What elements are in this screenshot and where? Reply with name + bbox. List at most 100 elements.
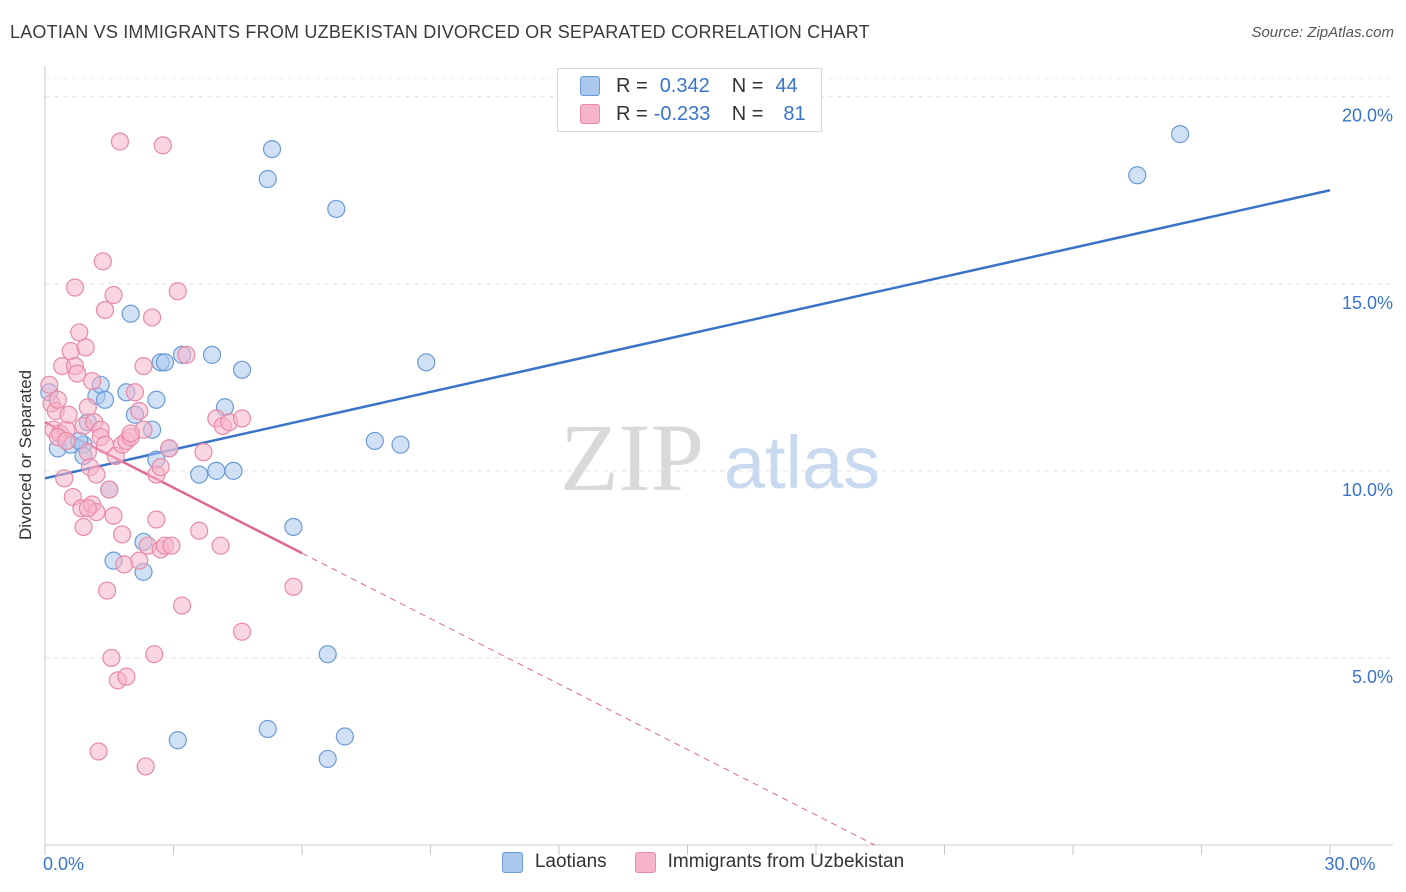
- r-value: -0.233: [653, 102, 711, 125]
- point-uzbekistan: [136, 757, 155, 776]
- point-laotians: [190, 465, 209, 484]
- y-tick-label: 5.0%: [1352, 667, 1393, 687]
- legend-item-laotians[interactable]: Laotians: [501, 851, 607, 873]
- point-uzbekistan: [57, 431, 76, 451]
- point-uzbekistan: [284, 577, 303, 596]
- y-tick-label: 20.0%: [1342, 106, 1393, 126]
- point-uzbekistan: [70, 323, 89, 342]
- n-value: 44: [775, 74, 798, 97]
- point-uzbekistan: [121, 424, 140, 443]
- point-laotians: [1170, 125, 1190, 144]
- point-uzbekistan: [102, 648, 121, 668]
- point-uzbekistan: [59, 405, 78, 424]
- point-uzbekistan: [115, 555, 134, 574]
- point-uzbekistan: [78, 443, 97, 462]
- points-layer: [40, 125, 1190, 776]
- r-label: R =: [616, 74, 648, 97]
- point-uzbekistan: [125, 383, 145, 402]
- y-tick-label: 10.0%: [1342, 480, 1393, 500]
- trend-layer: [44, 189, 1331, 846]
- point-uzbekistan: [142, 308, 162, 327]
- point-uzbekistan: [40, 375, 59, 394]
- point-laotians: [258, 169, 277, 189]
- trend-line-uzbekistan-extrapolated: [301, 552, 875, 846]
- point-uzbekistan: [61, 342, 80, 361]
- point-uzbekistan: [117, 667, 136, 686]
- point-uzbekistan: [104, 506, 123, 525]
- n-value: 81: [783, 102, 806, 125]
- point-laotians: [318, 749, 337, 769]
- legend-item-uzbekistan[interactable]: Immigrants from Uzbekistan: [634, 851, 905, 873]
- point-uzbekistan: [93, 252, 112, 271]
- point-uzbekistan: [95, 300, 115, 320]
- watermark-atlas: atlas: [724, 421, 880, 504]
- point-uzbekistan: [232, 622, 252, 641]
- point-uzbekistan: [211, 536, 230, 555]
- watermark: ZIP atlas: [560, 404, 880, 511]
- watermark-zip: ZIP: [560, 404, 704, 511]
- point-uzbekistan: [194, 443, 213, 462]
- point-laotians: [168, 731, 187, 750]
- point-uzbekistan: [78, 398, 97, 417]
- point-uzbekistan: [68, 364, 87, 383]
- legend-row-uzbekistan: R = -0.233 N = 81: [580, 101, 806, 127]
- point-laotians: [284, 517, 303, 537]
- point-uzbekistan: [100, 480, 119, 499]
- point-laotians: [391, 435, 410, 454]
- point-laotians: [207, 461, 226, 480]
- point-laotians: [155, 353, 175, 372]
- legend-swatch-uzbekistan: [580, 104, 600, 124]
- correlation-legend: R = 0.342 N = 44 R = -0.233 N = 81: [557, 68, 822, 132]
- legend-label-uzbekistan: Immigrants from Uzbekistan: [667, 851, 905, 872]
- point-uzbekistan: [160, 439, 179, 458]
- point-uzbekistan: [83, 371, 102, 391]
- point-uzbekistan: [162, 536, 181, 555]
- trend-line-laotians: [44, 189, 1331, 480]
- point-laotians: [147, 390, 166, 409]
- point-uzbekistan: [177, 345, 196, 364]
- chart-title: LAOTIAN VS IMMIGRANTS FROM UZBEKISTAN DI…: [10, 22, 870, 42]
- point-uzbekistan: [98, 581, 117, 600]
- point-uzbekistan: [130, 401, 149, 421]
- point-uzbekistan: [130, 551, 149, 570]
- point-laotians: [318, 645, 337, 664]
- point-laotians: [262, 139, 282, 159]
- y-tick-label: 15.0%: [1342, 293, 1393, 313]
- n-label: N =: [731, 102, 764, 125]
- point-laotians: [224, 461, 243, 480]
- point-uzbekistan: [65, 278, 85, 297]
- point-laotians: [335, 727, 354, 746]
- x-tick-label: 30.0%: [1324, 854, 1375, 874]
- point-uzbekistan: [151, 458, 170, 477]
- point-uzbekistan: [190, 521, 209, 540]
- source-label: Source: ZipAtlas.com: [1251, 24, 1394, 41]
- point-laotians: [95, 390, 115, 409]
- point-laotians: [1128, 166, 1147, 185]
- legend-swatch-uzbekistan: [634, 851, 656, 873]
- point-laotians: [202, 345, 222, 364]
- point-laotians: [258, 719, 277, 739]
- r-label: R =: [616, 102, 648, 125]
- legend-label-laotians: Laotians: [534, 851, 607, 872]
- point-uzbekistan: [55, 469, 74, 488]
- legend-swatch-laotians: [580, 76, 600, 96]
- point-laotians: [232, 360, 252, 379]
- point-uzbekistan: [74, 517, 93, 537]
- point-uzbekistan: [145, 645, 164, 664]
- point-uzbekistan: [76, 338, 95, 357]
- point-uzbekistan: [112, 525, 132, 544]
- point-uzbekistan: [153, 136, 172, 155]
- series-legend: Laotians Immigrants from Uzbekistan: [0, 851, 1406, 873]
- point-uzbekistan: [172, 596, 192, 615]
- point-laotians: [365, 431, 384, 451]
- r-value: 0.342: [659, 74, 710, 97]
- point-uzbekistan: [48, 390, 67, 409]
- legend-row-laotians: R = 0.342 N = 44: [580, 73, 798, 99]
- point-uzbekistan: [147, 510, 166, 529]
- n-label: N =: [731, 74, 764, 97]
- point-laotians: [327, 199, 346, 219]
- point-uzbekistan: [232, 409, 252, 428]
- legend-swatch-laotians: [501, 851, 523, 873]
- point-uzbekistan: [87, 465, 106, 484]
